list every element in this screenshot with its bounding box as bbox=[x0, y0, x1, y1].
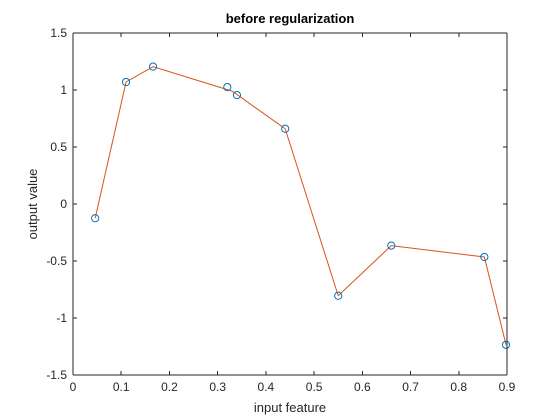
x-tick-label: 0 bbox=[70, 380, 77, 394]
data-point-marker bbox=[148, 62, 158, 71]
x-tick-label: 0.9 bbox=[499, 380, 516, 394]
data-point-marker bbox=[334, 291, 343, 300]
y-axis-title: output value bbox=[25, 169, 40, 240]
x-tick-label: 0.6 bbox=[354, 380, 371, 394]
chart-title: before regularization bbox=[226, 11, 355, 26]
data-point-marker bbox=[501, 340, 511, 349]
x-tick-label: 0.1 bbox=[113, 380, 130, 394]
data-point-marker bbox=[91, 214, 100, 223]
y-tick-label: 0.5 bbox=[50, 140, 67, 154]
data-point-marker bbox=[232, 91, 242, 100]
ticks-layer: 0 0.1 0.2 0.3 0.4 0.5 0.6 0.7 0.8 0.9 -1.5 -1 -0.5 0 0… bbox=[46, 26, 515, 394]
data-point-marker bbox=[121, 77, 131, 87]
data-point-marker bbox=[281, 124, 290, 133]
x-axis-title: input feature bbox=[254, 400, 326, 415]
y-tick-label: 1 bbox=[60, 83, 67, 97]
data-point-marker bbox=[223, 83, 232, 92]
y-tick-label: -1.5 bbox=[46, 368, 67, 382]
y-tick-label: -0.5 bbox=[46, 254, 67, 268]
x-tick-label: 0.3 bbox=[209, 380, 226, 394]
x-tick-label: 0.7 bbox=[402, 380, 419, 394]
x-tick-label: 0.4 bbox=[258, 380, 275, 394]
plot-area bbox=[73, 33, 507, 375]
data-point-marker bbox=[387, 241, 396, 250]
x-tick-label: 0.2 bbox=[161, 380, 178, 394]
y-tick-label: -1 bbox=[56, 311, 67, 325]
series-line bbox=[94, 66, 507, 345]
x-tick-label: 0.8 bbox=[450, 380, 467, 394]
x-tick-label: 0.5 bbox=[306, 380, 323, 394]
series-layer bbox=[91, 62, 511, 349]
data-point-marker bbox=[480, 252, 489, 262]
y-tick-label: 1.5 bbox=[50, 26, 67, 40]
y-tick-label: 0 bbox=[60, 197, 67, 211]
